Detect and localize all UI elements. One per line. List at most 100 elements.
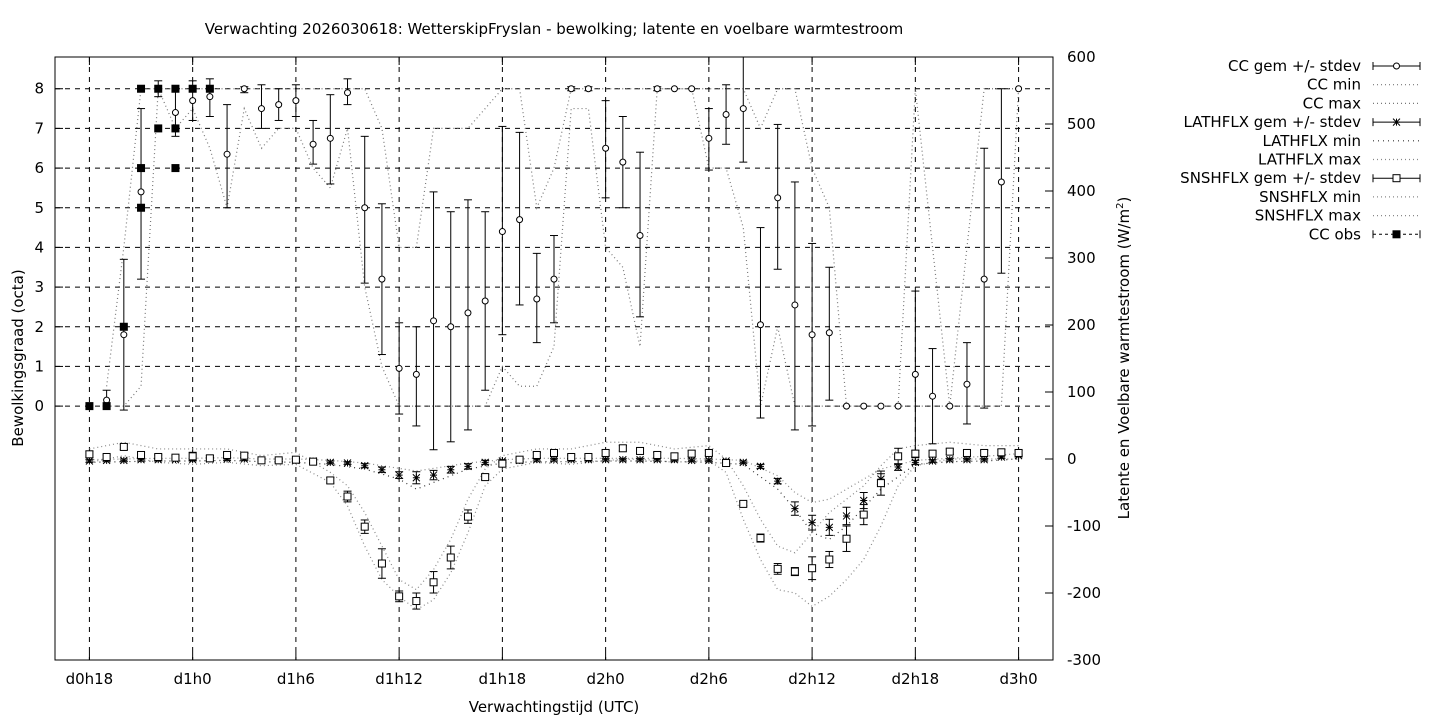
data-point <box>791 301 799 309</box>
y-axis-label-right: Latente en Voelbare warmtestroom (W/m2) <box>1115 197 1133 520</box>
legend-label: SNSHFLX max <box>1255 207 1361 225</box>
data-point <box>223 450 232 459</box>
data-point <box>945 447 954 456</box>
data-point <box>653 455 662 464</box>
obs-point <box>188 84 197 93</box>
data-point <box>463 512 472 521</box>
data-point <box>618 444 627 453</box>
data-point <box>636 455 644 464</box>
data-point <box>395 364 403 372</box>
data-point <box>516 216 524 224</box>
data-point <box>619 158 627 166</box>
y-tick-label-left: 6 <box>34 159 44 177</box>
data-point <box>533 295 541 303</box>
data-point <box>790 567 799 576</box>
y-tick-label-right: 0 <box>1067 450 1077 468</box>
data-point <box>756 462 765 471</box>
obs-point <box>137 203 146 212</box>
data-point <box>997 178 1005 186</box>
data-point <box>395 592 404 601</box>
cc-max-line <box>106 88 1019 407</box>
obs-point <box>137 164 146 173</box>
data-point <box>980 275 988 283</box>
data-point <box>687 449 696 458</box>
data-point <box>378 275 386 283</box>
x-tick-label: d0h18 <box>66 670 114 688</box>
x-tick-label: d2h0 <box>587 670 625 688</box>
data-point <box>550 275 558 283</box>
data-point <box>240 451 249 460</box>
data-point <box>292 97 300 105</box>
y-axis-label-left: Bewolkingsgraad (octa) <box>9 269 27 446</box>
data-point <box>808 518 816 527</box>
data-point <box>911 449 920 458</box>
data-point <box>498 459 507 468</box>
data-point <box>636 232 644 240</box>
data-point <box>997 448 1006 457</box>
y-tick-label-right: 600 <box>1067 48 1096 66</box>
y-tick-label-left: 4 <box>34 238 44 256</box>
data-point <box>773 564 782 573</box>
data-point <box>825 523 834 532</box>
data-point <box>532 450 541 459</box>
data-point <box>343 459 352 467</box>
cc-gem-stdev-series <box>102 56 1023 459</box>
x-tick-label: d1h0 <box>174 670 212 688</box>
y-tick-label-left: 1 <box>34 357 44 375</box>
x-tick-label: d2h12 <box>788 670 836 688</box>
data-point <box>206 93 214 101</box>
data-point <box>481 473 490 482</box>
data-point <box>929 392 937 400</box>
data-point <box>962 448 971 457</box>
data-point <box>343 492 352 501</box>
data-point <box>137 455 145 464</box>
data-point <box>963 455 971 464</box>
data-point <box>739 458 748 467</box>
y-axis-label-right-sup: 2 <box>1115 203 1126 209</box>
data-point <box>584 85 592 93</box>
obs-point <box>171 124 180 133</box>
data-point <box>739 499 748 508</box>
data-point <box>119 442 128 451</box>
x-tick-label: d2h6 <box>690 670 728 688</box>
data-point <box>429 471 438 479</box>
y-tick-label-right: -300 <box>1067 651 1101 669</box>
data-point <box>997 453 1006 461</box>
data-point <box>446 553 455 562</box>
data-point <box>945 455 954 464</box>
data-point <box>843 402 851 410</box>
legend-label: LATHFLX min <box>1262 132 1361 150</box>
data-point <box>877 402 885 410</box>
data-point <box>85 450 94 459</box>
data-point <box>894 402 902 410</box>
x-axis-label: Verwachtingstijd (UTC) <box>469 698 640 716</box>
y-tick-label-right: 400 <box>1067 182 1096 200</box>
data-point <box>773 477 782 485</box>
data-point <box>189 97 197 105</box>
data-point <box>85 457 94 465</box>
data-point <box>825 329 833 337</box>
data-point <box>722 111 730 119</box>
data-point <box>412 597 421 606</box>
data-point <box>395 471 403 479</box>
data-point <box>412 370 420 378</box>
data-point <box>601 455 610 464</box>
y-axis-label-right-main: Latente en Voelbare warmtestroom (W/m <box>1115 209 1133 519</box>
data-point <box>980 448 989 457</box>
data-point <box>601 448 610 457</box>
data-point <box>464 462 472 471</box>
y-tick-label-right: 500 <box>1067 115 1096 133</box>
data-point <box>188 452 197 461</box>
data-point <box>446 465 455 474</box>
y-tick-label-left: 7 <box>34 119 44 137</box>
y-tick-label-right: 200 <box>1067 316 1096 334</box>
legend-label: CC max <box>1303 94 1362 112</box>
data-point <box>205 454 214 463</box>
data-point <box>825 555 834 564</box>
data-point <box>344 89 352 97</box>
data-point <box>670 452 679 461</box>
data-point <box>377 559 386 568</box>
legend-marker <box>1392 118 1401 126</box>
cc-obs-series <box>85 84 214 411</box>
